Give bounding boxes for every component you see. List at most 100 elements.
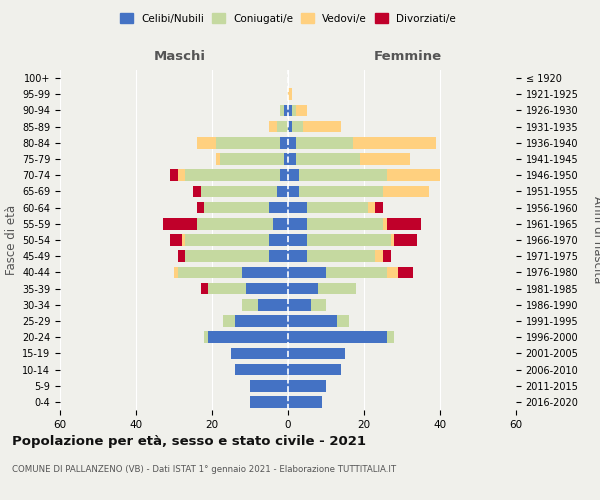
Bar (288, 88, 292, 100)
Bar (185, 170, 280, 181)
Bar (391, 234, 394, 246)
Bar (288, 315, 337, 327)
Bar (235, 315, 288, 327)
Bar (288, 396, 322, 407)
Bar (242, 299, 257, 310)
Bar (288, 266, 326, 278)
Bar (292, 121, 303, 132)
Bar (178, 266, 242, 278)
Bar (208, 332, 288, 343)
Bar (200, 282, 208, 294)
Bar (387, 218, 421, 230)
Bar (288, 104, 292, 117)
Bar (292, 104, 296, 117)
Bar (303, 121, 341, 132)
Text: Maschi: Maschi (154, 50, 206, 62)
Bar (288, 186, 299, 198)
Bar (307, 218, 383, 230)
Bar (178, 250, 185, 262)
Bar (387, 170, 440, 181)
Bar (288, 121, 292, 132)
Text: Anni di nascita: Anni di nascita (590, 196, 600, 284)
Bar (337, 315, 349, 327)
Bar (277, 186, 288, 198)
Bar (280, 170, 288, 181)
Bar (205, 202, 269, 213)
Bar (307, 250, 376, 262)
Bar (269, 234, 288, 246)
Bar (360, 153, 410, 165)
Legend: Celibi/Nubili, Coniugati/e, Vedovi/e, Divorziati/e: Celibi/Nubili, Coniugati/e, Vedovi/e, Di… (117, 10, 459, 26)
Bar (216, 153, 220, 165)
Bar (223, 315, 235, 327)
Bar (288, 153, 296, 165)
Bar (288, 380, 326, 392)
Bar (376, 250, 383, 262)
Bar (216, 137, 280, 148)
Bar (326, 266, 387, 278)
Bar (394, 234, 417, 246)
Bar (200, 186, 277, 198)
Bar (288, 364, 341, 376)
Bar (368, 202, 376, 213)
Bar (383, 186, 428, 198)
Bar (235, 364, 288, 376)
Bar (284, 153, 288, 165)
Bar (288, 218, 307, 230)
Bar (163, 218, 197, 230)
Bar (220, 153, 284, 165)
Bar (288, 299, 311, 310)
Text: COMUNE DI PALLANZENO (VB) - Dati ISTAT 1° gennaio 2021 - Elaborazione TUTTITALIA: COMUNE DI PALLANZENO (VB) - Dati ISTAT 1… (12, 465, 396, 474)
Bar (280, 137, 288, 148)
Bar (205, 332, 208, 343)
Bar (178, 170, 185, 181)
Bar (182, 234, 185, 246)
Y-axis label: Fasce di età: Fasce di età (5, 205, 18, 275)
Bar (307, 234, 391, 246)
Bar (296, 153, 360, 165)
Bar (197, 137, 216, 148)
Bar (288, 332, 387, 343)
Bar (185, 234, 269, 246)
Bar (387, 332, 394, 343)
Text: Femmine: Femmine (374, 50, 442, 62)
Bar (319, 282, 356, 294)
Bar (250, 396, 288, 407)
Bar (299, 170, 387, 181)
Bar (273, 218, 288, 230)
Bar (174, 266, 178, 278)
Bar (288, 137, 296, 148)
Bar (398, 266, 413, 278)
Bar (288, 202, 307, 213)
Text: Popolazione per età, sesso e stato civile - 2021: Popolazione per età, sesso e stato civil… (12, 435, 366, 448)
Bar (197, 202, 205, 213)
Bar (170, 234, 182, 246)
Bar (208, 282, 246, 294)
Bar (288, 170, 299, 181)
Bar (353, 137, 436, 148)
Bar (376, 202, 383, 213)
Bar (307, 202, 368, 213)
Bar (288, 250, 307, 262)
Bar (250, 380, 288, 392)
Bar (170, 170, 178, 181)
Bar (296, 137, 353, 148)
Bar (288, 282, 319, 294)
Bar (284, 104, 288, 117)
Bar (269, 250, 288, 262)
Bar (383, 250, 391, 262)
Bar (185, 250, 269, 262)
Bar (296, 104, 307, 117)
Bar (383, 218, 387, 230)
Bar (387, 266, 398, 278)
Bar (277, 121, 288, 132)
Bar (299, 186, 383, 198)
Bar (269, 202, 288, 213)
Bar (269, 121, 277, 132)
Bar (197, 218, 273, 230)
Bar (288, 234, 307, 246)
Bar (231, 348, 288, 359)
Bar (288, 348, 345, 359)
Bar (311, 299, 326, 310)
Bar (246, 282, 288, 294)
